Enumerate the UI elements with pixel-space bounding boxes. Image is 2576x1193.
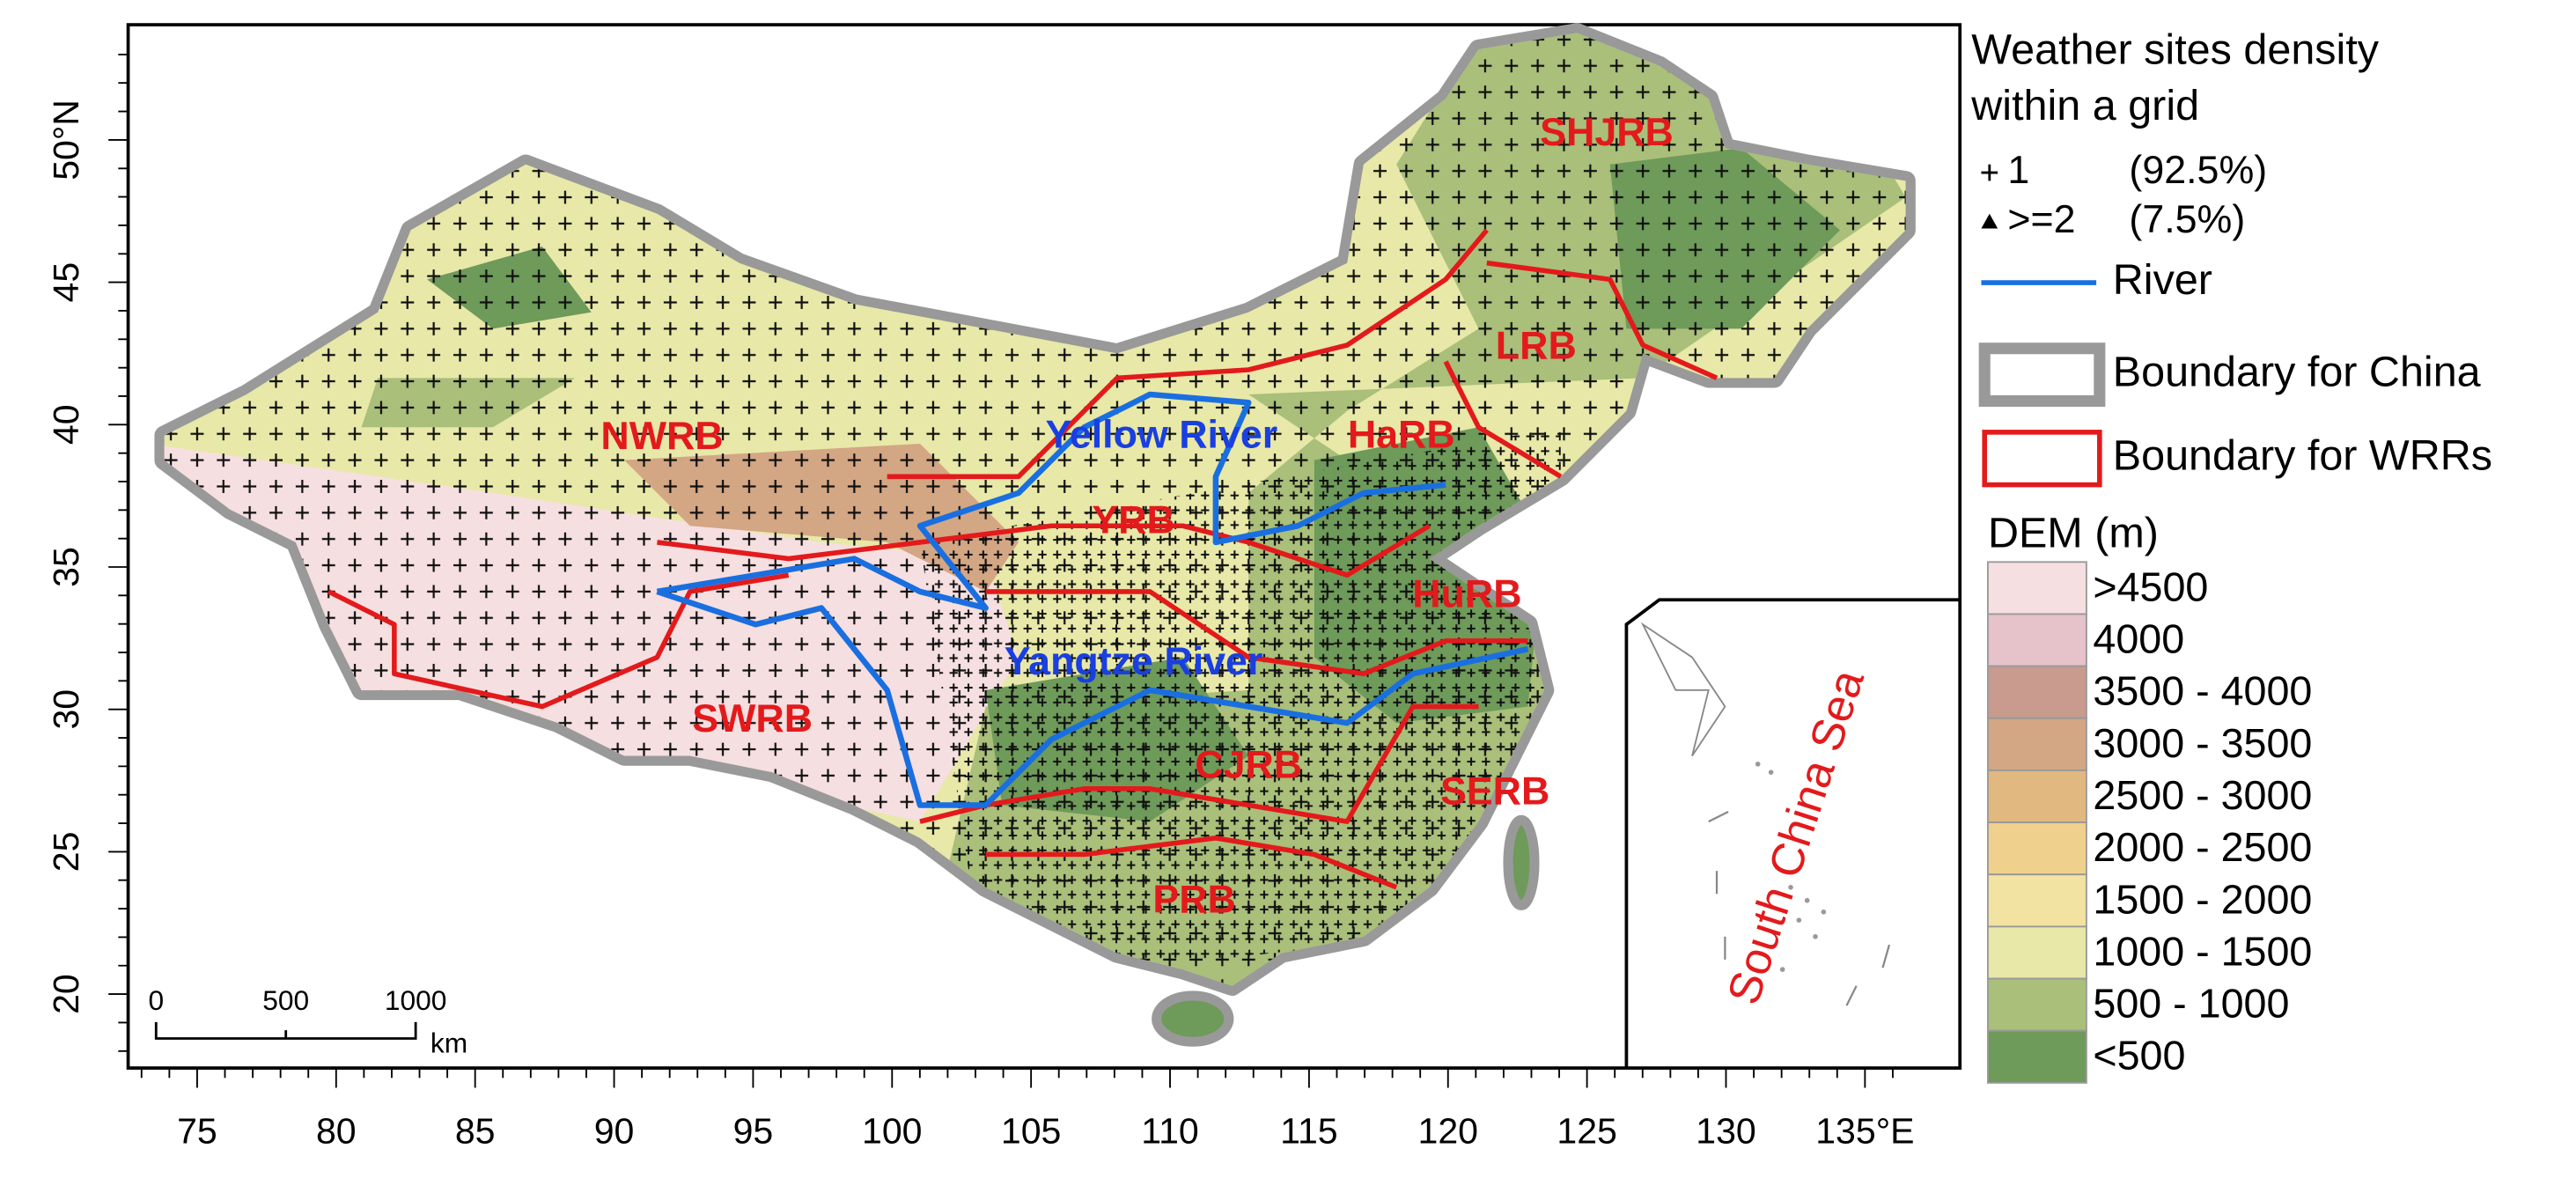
dem-label: 2500 - 3000 — [2093, 772, 2312, 818]
longitude-label: 80 — [316, 1111, 357, 1152]
site-share: (92.5%) — [2129, 148, 2267, 192]
dem-swatch — [1987, 1029, 2087, 1084]
region-label: SERB — [1440, 769, 1549, 813]
river-label: Yellow River — [1045, 412, 1277, 456]
site-symbol — [1981, 164, 1998, 181]
region-label: SWRB — [692, 696, 813, 740]
dem-label: 3000 - 3500 — [2093, 720, 2312, 766]
legend-line-label: River — [2113, 256, 2212, 304]
inset-map — [1624, 598, 1961, 1069]
legend-line-label: Boundary for China — [2113, 348, 2481, 395]
frame-ticks: 75 80 85 90 95 100 105 110 115 120 125 130 135°E 20 25… — [46, 53, 1915, 1152]
latitude-label: 20 — [46, 974, 86, 1014]
region-label: NWRB — [600, 414, 723, 458]
longitude-label: 75 — [177, 1111, 217, 1152]
dem-swatch — [1987, 821, 2087, 876]
tick-marks — [108, 53, 1894, 1088]
legend-title: Weather sites density — [1971, 26, 2380, 74]
legend-title: within a grid — [1970, 82, 2199, 129]
dem-label: 2000 - 2500 — [2093, 824, 2312, 870]
scale-label: 1000 — [385, 984, 447, 1016]
scale-label: 500 — [262, 984, 309, 1016]
region-label: PRB — [1152, 877, 1236, 921]
latitude-label: 50°N — [46, 99, 86, 180]
site-label: >=2 — [2007, 197, 2075, 241]
latitude-label: 35 — [46, 547, 86, 587]
longitude-label: 130 — [1696, 1111, 1756, 1152]
legend-china — [1978, 342, 2106, 407]
latitude-label: 30 — [46, 689, 86, 730]
site-label: 1 — [2007, 148, 2029, 192]
dem-swatch — [1987, 873, 2087, 928]
dem-label: 1000 - 1500 — [2093, 928, 2312, 974]
region-label: CJRB — [1195, 742, 1302, 786]
longitude-label: 110 — [1141, 1111, 1198, 1152]
longitude-label: 135°E — [1815, 1111, 1914, 1152]
longitude-label: 115 — [1280, 1111, 1337, 1152]
region-label: SHJRB — [1540, 110, 1674, 154]
latitude-label: 45 — [46, 262, 86, 303]
longitude-label: 125 — [1557, 1111, 1617, 1152]
region-label: YRB — [1092, 497, 1175, 541]
scale-label: 0 — [148, 984, 164, 1016]
longitude-label: 90 — [594, 1111, 635, 1152]
dem-label: 500 - 1000 — [2093, 981, 2289, 1027]
longitude-label: 100 — [862, 1111, 922, 1152]
longitude-label: 105 — [1001, 1111, 1062, 1152]
dem-swatch — [1987, 717, 2087, 771]
site-share: (7.5%) — [2129, 197, 2245, 241]
dem-swatch — [1987, 665, 2087, 719]
dem-label: <500 — [2093, 1033, 2185, 1079]
scale-unit: km — [431, 1027, 467, 1058]
latitude-label: 25 — [46, 832, 86, 873]
scale-bar: 0 500 1000 km — [148, 984, 467, 1059]
region-label: HuRB — [1412, 571, 1521, 615]
dem-swatch — [1987, 561, 2087, 615]
dem-label: 3500 - 4000 — [2093, 668, 2312, 714]
dem-swatch — [1987, 769, 2087, 824]
latitude-label: 40 — [46, 404, 86, 445]
dem-label: >4500 — [2093, 563, 2208, 609]
dem-label: 1500 - 2000 — [2093, 876, 2312, 922]
dem-label: 4000 — [2093, 616, 2184, 662]
legend: Weather sites density within a grid 1 (92.5… — [1970, 26, 2492, 1084]
dem-title: DEM (m) — [1988, 509, 2159, 556]
dem-swatch — [1987, 977, 2087, 1032]
legend-wrr — [1982, 430, 2102, 488]
longitude-label: 85 — [455, 1111, 496, 1152]
river-label: Yangtze River — [1005, 639, 1263, 683]
region-label: HaRB — [1348, 412, 1455, 456]
legend-line-label: Boundary for WRRs — [2113, 432, 2492, 480]
dem-swatch — [1987, 925, 2087, 980]
longitude-label: 120 — [1418, 1111, 1479, 1152]
region-label: LRB — [1496, 324, 1577, 368]
site-symbol — [1981, 213, 1998, 229]
longitude-label: 95 — [733, 1111, 774, 1152]
dem-swatch — [1987, 613, 2087, 667]
